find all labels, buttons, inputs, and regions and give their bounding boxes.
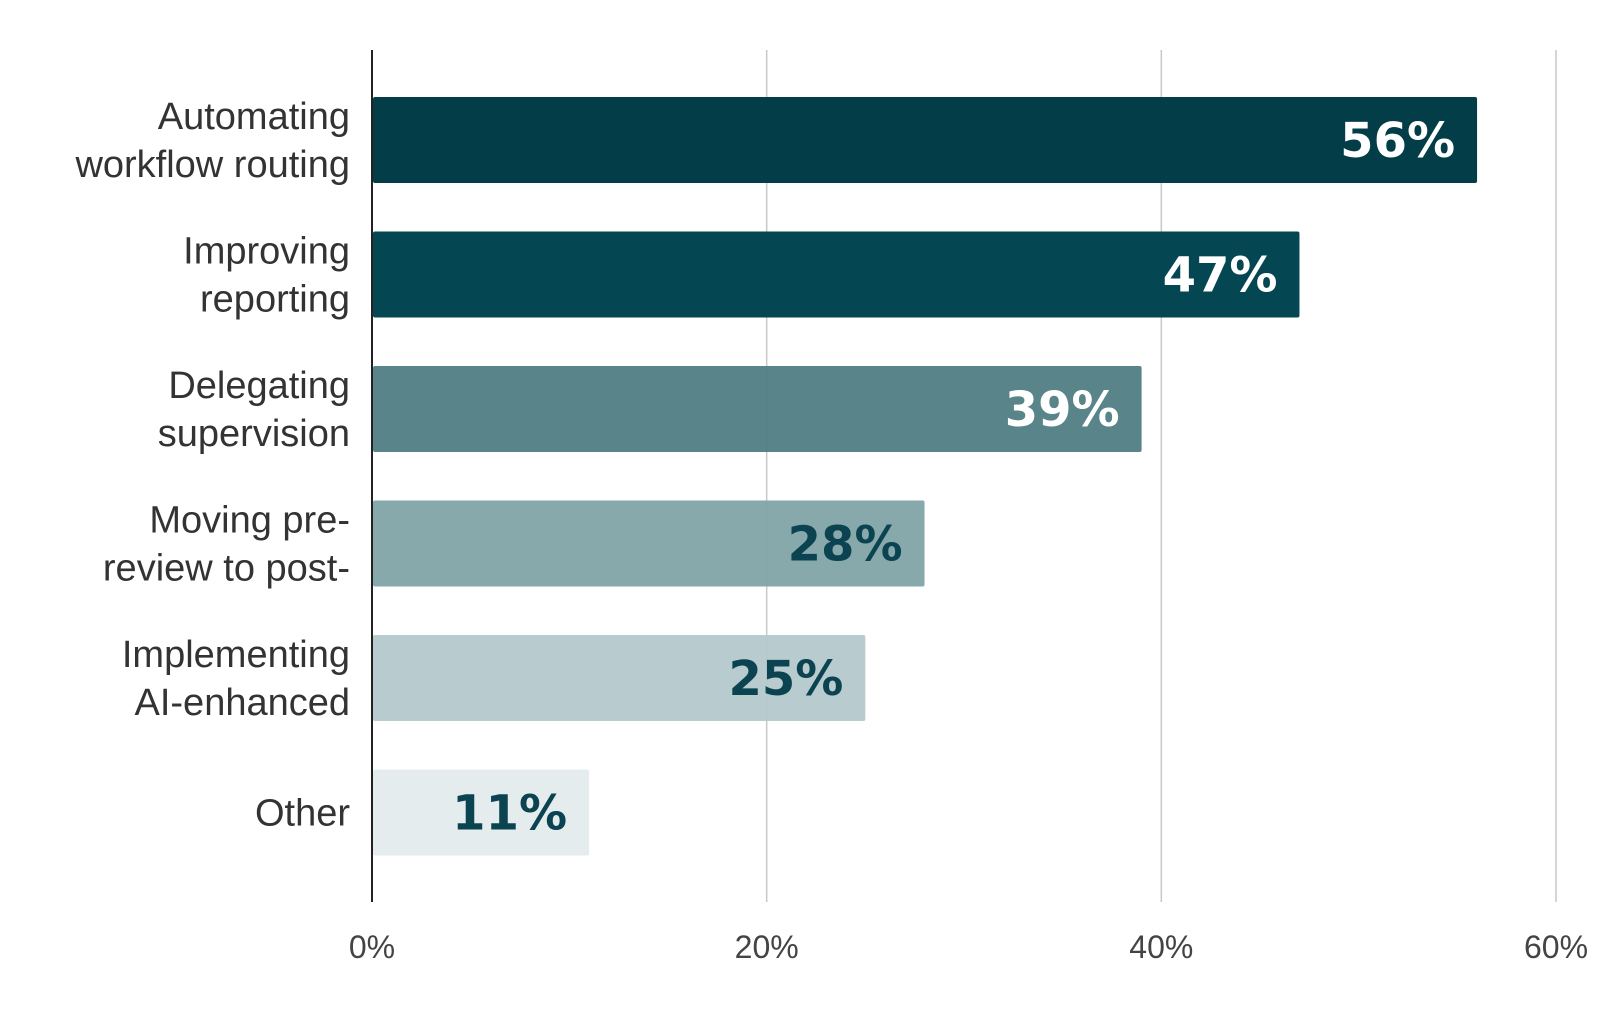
x-tick-label: 0% [349, 929, 395, 965]
category-label: review to post- [103, 548, 350, 590]
bar [373, 635, 866, 721]
bar [373, 97, 1478, 183]
gridlines [765, 50, 1557, 902]
value-label: 47% [1163, 248, 1278, 304]
value-labels: 56% 47% 39% 28% 25% 11% [452, 113, 1455, 842]
value-label: 28% [788, 517, 903, 573]
category-label: AI-enhanced [135, 682, 351, 724]
category-label: Other [255, 793, 350, 835]
x-axis-tick-labels: 0% 20% 40% 60% [349, 929, 1588, 965]
value-label: 39% [1005, 382, 1120, 438]
value-label: 11% [452, 786, 567, 842]
category-labels: Automating workflow routing Improving repor… [74, 96, 350, 835]
category-label: Automating [158, 96, 350, 138]
bars [373, 97, 1478, 856]
x-tick-label: 20% [735, 929, 799, 965]
category-label: workflow routing [74, 144, 350, 186]
value-label: 56% [1340, 113, 1455, 169]
category-label: Implementing [122, 634, 350, 676]
category-label: reporting [200, 279, 350, 321]
bar [373, 769, 590, 856]
value-label: 25% [728, 651, 843, 707]
x-tick-label: 60% [1524, 929, 1588, 965]
category-label: supervision [158, 413, 350, 455]
category-label: Delegating [168, 365, 350, 407]
x-tick-label: 40% [1129, 929, 1193, 965]
bar [373, 231, 1300, 318]
bar [373, 366, 1142, 452]
category-label: Moving pre- [149, 500, 350, 542]
category-label: Improving [183, 231, 350, 273]
bar [373, 500, 925, 587]
